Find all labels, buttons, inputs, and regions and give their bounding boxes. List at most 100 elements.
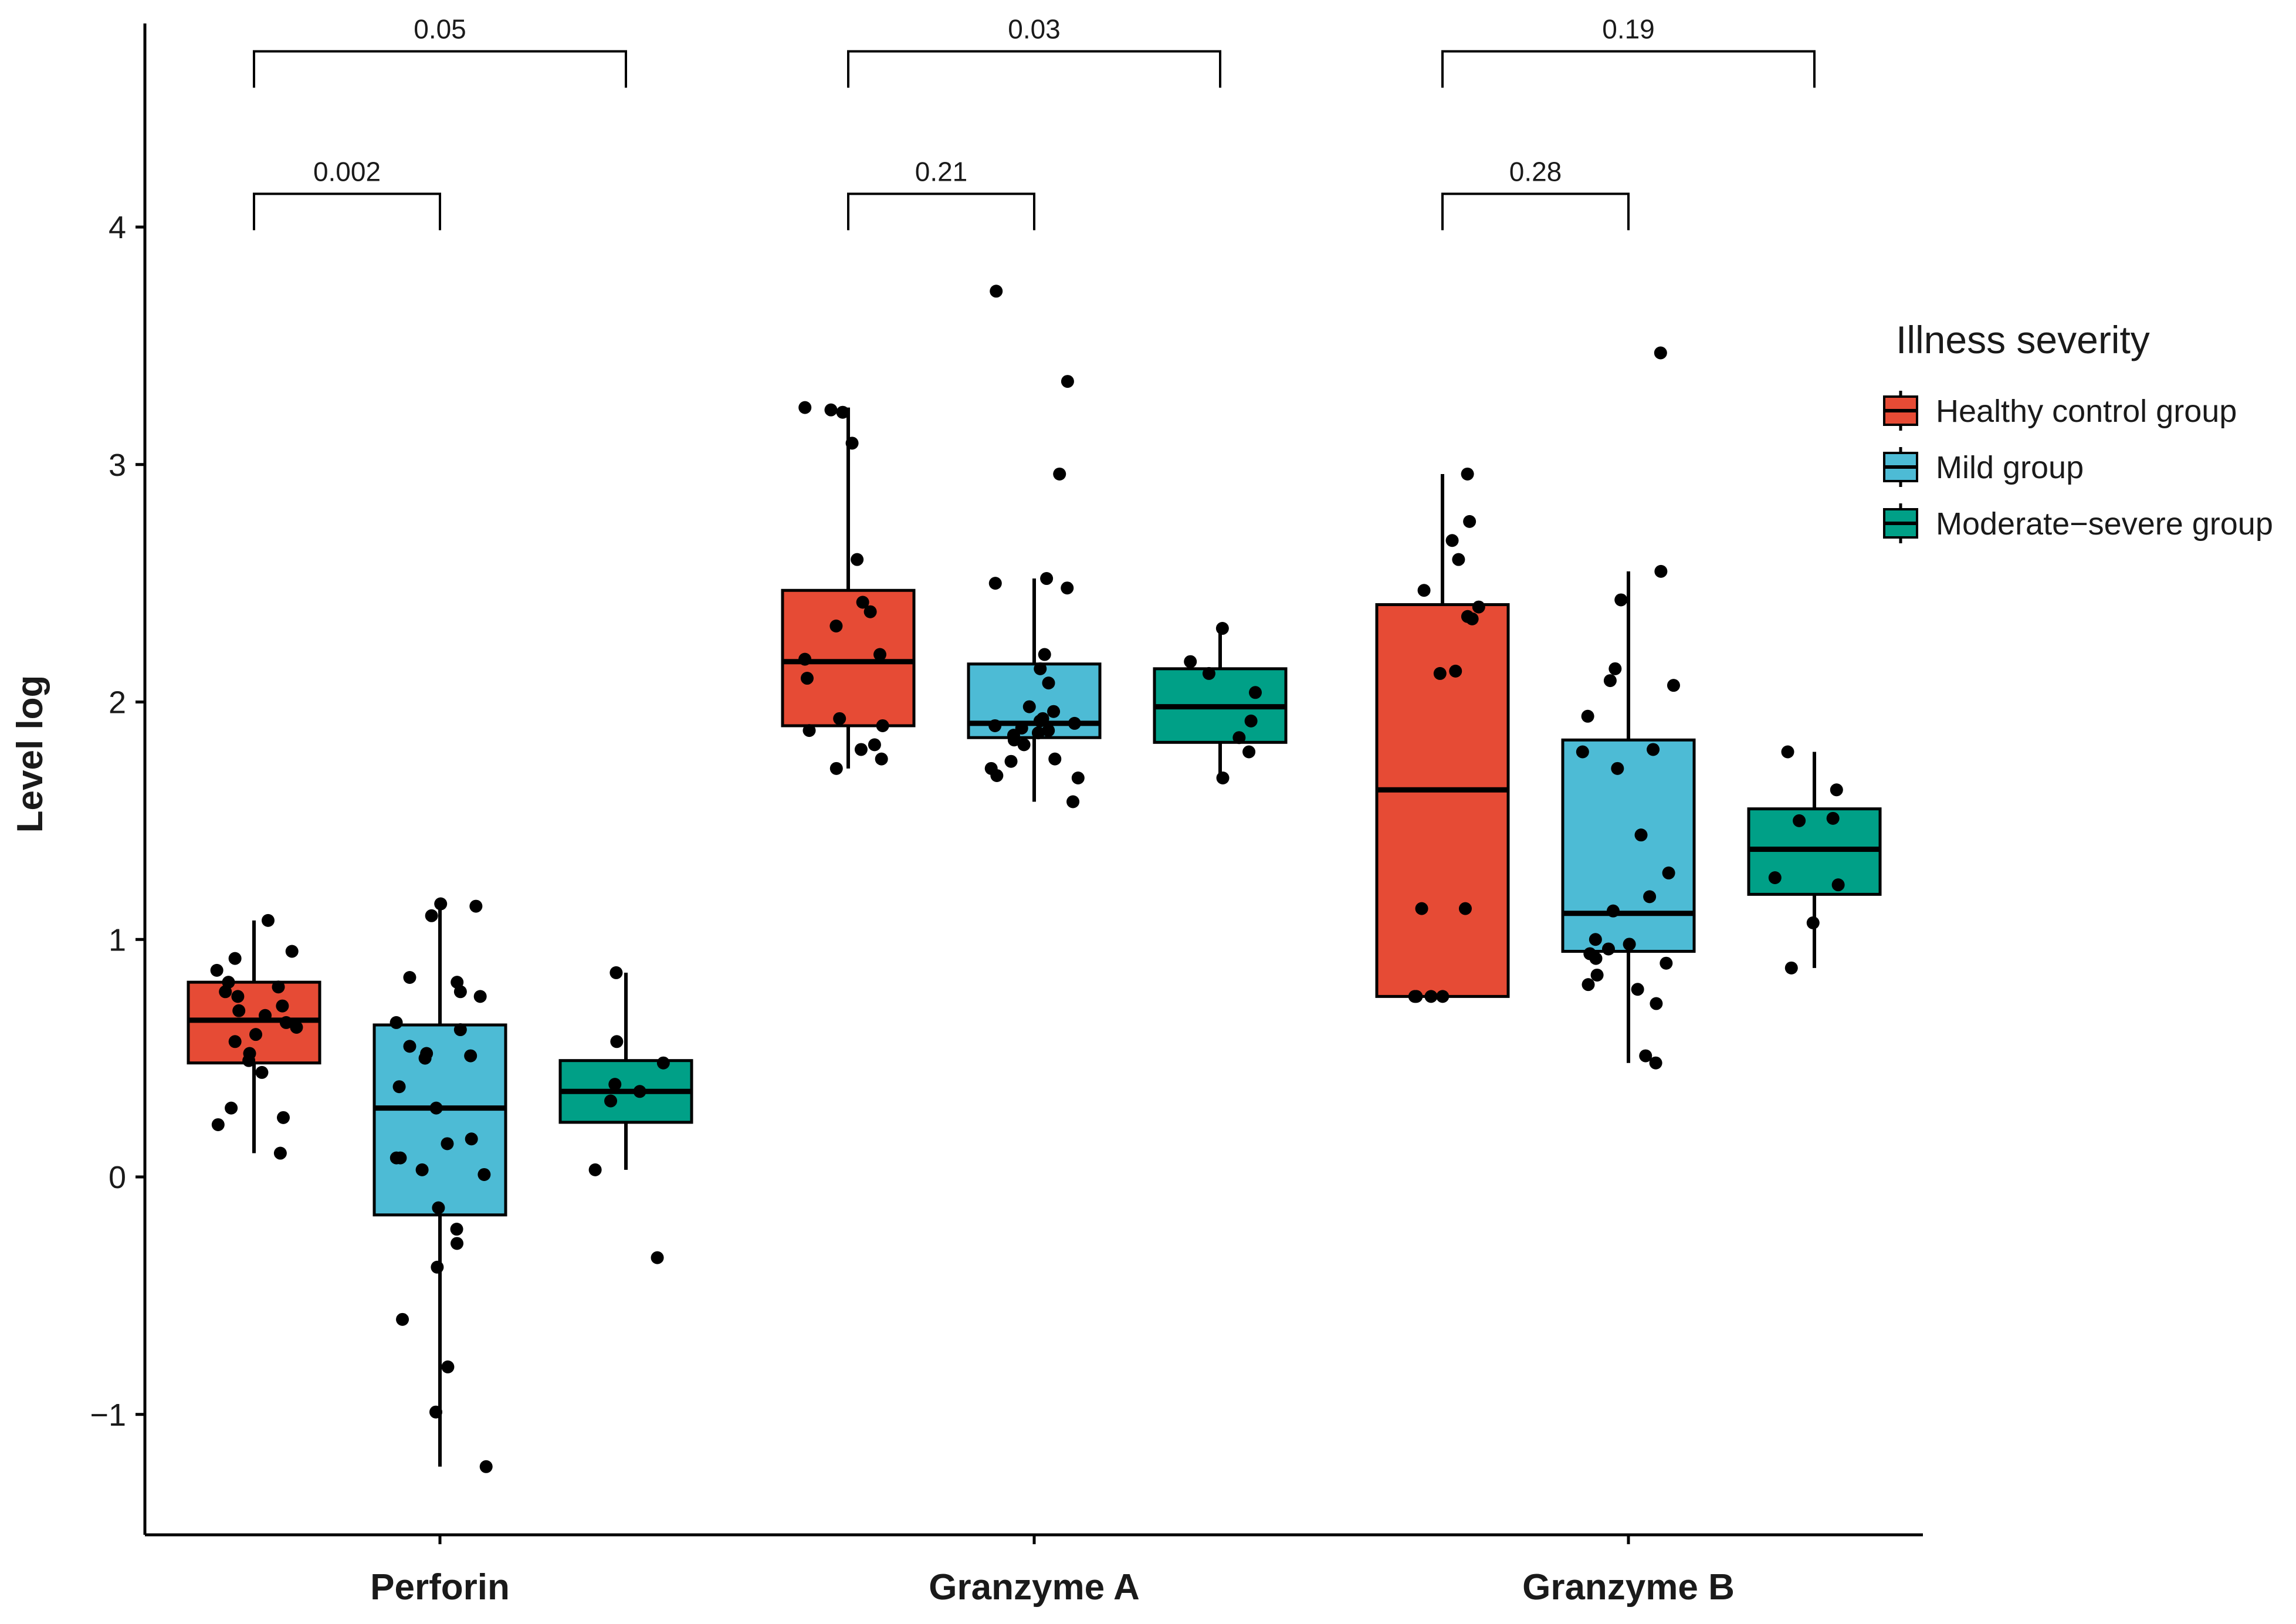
- data-point: [418, 1051, 432, 1065]
- data-point: [863, 605, 877, 618]
- data-point: [798, 652, 812, 666]
- iqr-box: [1375, 603, 1510, 998]
- y-tick-label: 1: [109, 922, 126, 958]
- data-point: [651, 1251, 664, 1264]
- data-point: [1071, 772, 1085, 785]
- data-point: [1415, 902, 1428, 915]
- data-point: [228, 1035, 242, 1048]
- y-tick-label: 2: [109, 685, 126, 720]
- data-point: [1650, 997, 1663, 1010]
- data-point: [836, 405, 849, 419]
- data-point: [403, 1040, 416, 1053]
- data-point: [1590, 968, 1604, 982]
- comparison-bracket: 0.05: [253, 13, 627, 88]
- data-point: [285, 945, 299, 958]
- data-point: [588, 1163, 602, 1176]
- data-point: [1244, 714, 1258, 728]
- legend-label: Moderate−severe group: [1936, 506, 2273, 542]
- box-granzyme-a-mild-group: [967, 285, 1102, 808]
- data-point: [1449, 664, 1462, 678]
- data-point: [392, 1080, 406, 1094]
- axes: −1 0 1 2 3 4 Perforin Granzyme A Granzyme B: [90, 23, 1923, 1608]
- data-point: [1611, 762, 1624, 775]
- data-point: [464, 1049, 478, 1063]
- data-point: [219, 985, 232, 999]
- comparison-bracket: 0.002: [253, 156, 441, 231]
- data-point: [453, 1023, 467, 1037]
- data-point: [273, 1146, 287, 1160]
- data-point: [1033, 714, 1047, 728]
- iqr-box: [372, 1023, 507, 1217]
- data-point: [829, 619, 843, 632]
- y-tick-label: 3: [109, 448, 126, 483]
- data-point: [279, 1016, 293, 1029]
- data-point: [1034, 662, 1047, 675]
- data-point: [1623, 938, 1636, 951]
- data-point: [1654, 564, 1668, 578]
- data-point: [1004, 755, 1018, 768]
- legend: Illness severity Healthy control group Mil…: [1883, 318, 2273, 543]
- data-point: [1458, 902, 1472, 915]
- data-point: [1452, 553, 1465, 566]
- data-point: [1601, 942, 1615, 956]
- data-point: [1647, 743, 1660, 756]
- data-point: [1040, 572, 1054, 586]
- p-value-label: 0.28: [1509, 156, 1562, 187]
- bracket-line: [847, 50, 1221, 88]
- data-point: [1232, 731, 1246, 745]
- box-perforin-healthy-control-group: [187, 914, 321, 1160]
- box-granzyme-b-mild-group: [1561, 346, 1696, 1070]
- data-point: [873, 648, 887, 661]
- box-granzyme-b-moderate-severe-group: [1747, 745, 1882, 975]
- data-point: [1215, 622, 1229, 635]
- bracket-line: [253, 192, 441, 231]
- data-point: [225, 1101, 238, 1115]
- data-point: [290, 1021, 303, 1034]
- data-point: [479, 1460, 493, 1473]
- y-axis-title-group: Level log: [10, 675, 50, 833]
- data-point: [415, 1163, 429, 1176]
- legend-item-healthy-control-group: Healthy control group: [1883, 391, 2237, 431]
- data-point: [1614, 593, 1628, 607]
- data-point: [1053, 467, 1066, 481]
- data-point: [829, 762, 843, 775]
- data-point: [1216, 772, 1230, 785]
- data-point: [1472, 600, 1485, 614]
- data-point: [800, 672, 814, 685]
- data-point: [1436, 990, 1450, 1003]
- data-point: [990, 285, 1003, 298]
- data-point: [1793, 814, 1806, 827]
- data-point: [1038, 648, 1051, 661]
- data-point: [798, 401, 812, 414]
- p-value-label: 0.002: [313, 156, 381, 187]
- data-point: [1662, 866, 1675, 879]
- box-granzyme-a-healthy-control-group: [781, 401, 916, 775]
- data-point: [232, 1004, 246, 1017]
- data-point: [854, 743, 868, 756]
- data-point: [604, 1094, 618, 1108]
- y-axis-title: Level log: [10, 675, 50, 833]
- data-point: [610, 1035, 624, 1048]
- bracket-line: [847, 192, 1035, 231]
- data-point: [1781, 745, 1794, 759]
- data-point: [434, 897, 448, 911]
- data-point: [478, 1168, 491, 1181]
- y-tick-label: 0: [109, 1160, 126, 1195]
- data-point: [875, 752, 888, 766]
- data-point: [259, 1009, 272, 1022]
- data-point: [1639, 1049, 1652, 1063]
- data-point: [1031, 726, 1045, 740]
- data-point: [1634, 828, 1648, 842]
- y-tick-label: −1: [90, 1398, 126, 1433]
- data-point: [441, 1137, 454, 1151]
- x-tick-label-perforin: Perforin: [370, 1567, 510, 1608]
- data-point: [656, 1056, 670, 1070]
- data-point: [802, 724, 816, 737]
- bracket-line: [253, 50, 627, 88]
- data-point: [1581, 709, 1594, 723]
- data-point: [608, 1078, 622, 1091]
- data-point: [1830, 783, 1843, 797]
- x-tick-label-granzyme-b: Granzyme B: [1522, 1567, 1735, 1608]
- data-point: [609, 966, 623, 979]
- data-point: [1061, 581, 1074, 595]
